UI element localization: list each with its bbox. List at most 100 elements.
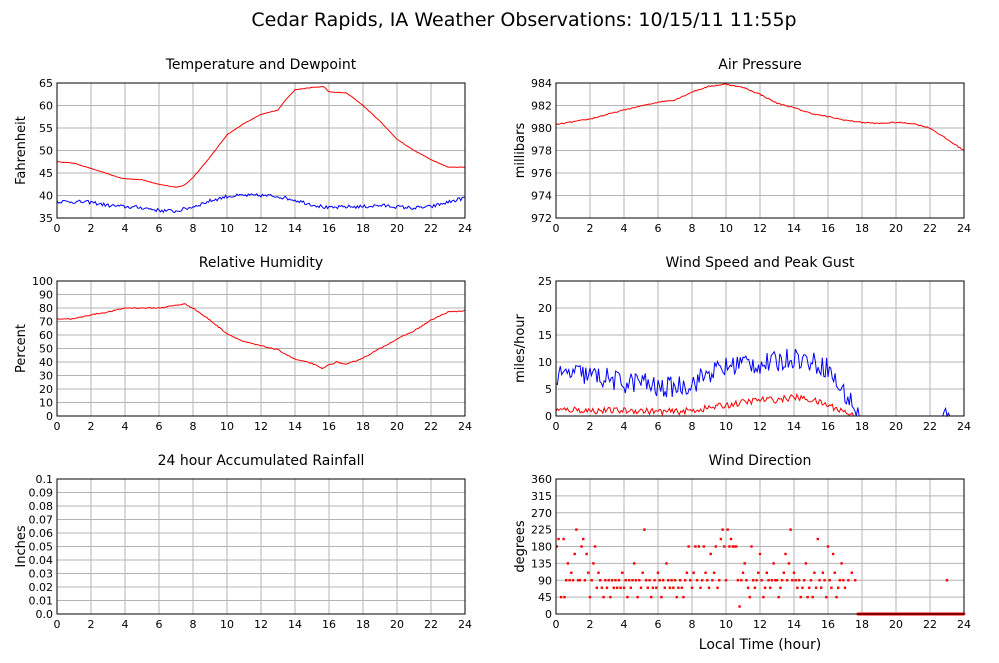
direction-point-167 <box>840 562 843 565</box>
direction-point-146 <box>804 562 808 565</box>
direction-ytick-label-2: 90 <box>538 574 552 587</box>
direction-point-172 <box>854 579 857 582</box>
direction-point-0 <box>555 545 559 548</box>
direction-point-144 <box>801 586 804 589</box>
direction-point-43 <box>629 586 632 589</box>
wind-xtick-label-7: 14 <box>787 420 801 433</box>
direction-point-23 <box>595 586 598 589</box>
direction-point-12 <box>576 579 580 582</box>
direction-point-136 <box>787 562 791 565</box>
pressure-xtick-label-2: 4 <box>621 222 628 235</box>
humidity-ytick-label-3: 30 <box>39 370 53 383</box>
direction-xtick-label-0: 0 <box>553 618 560 631</box>
direction-point-25 <box>599 579 602 582</box>
direction-point-99 <box>724 579 728 582</box>
temp-xtick-label-4: 8 <box>190 222 197 235</box>
temp-xtick-label-7: 14 <box>288 222 302 235</box>
direction-point-70 <box>675 595 678 599</box>
humidity-xtick-label-7: 14 <box>288 420 302 433</box>
direction-xtick-label-5: 10 <box>719 618 733 631</box>
temp-ytick-label-2: 45 <box>39 167 53 180</box>
direction-point-159 <box>826 545 830 548</box>
direction-point-111 <box>745 579 748 582</box>
humidity-xtick-label-4: 8 <box>190 420 197 433</box>
direction-point-166 <box>838 579 842 582</box>
direction-point-42 <box>627 579 631 582</box>
direction-point-120 <box>760 579 763 582</box>
pressure-frame <box>555 82 965 219</box>
direction-point-139 <box>792 571 796 574</box>
temp-xtick-label-8: 16 <box>322 222 336 235</box>
pressure-ytick-label-5: 982 <box>531 100 552 113</box>
wind-xtick-label-0: 0 <box>553 420 560 433</box>
direction-point-117 <box>755 579 758 582</box>
rain-ytick-label-6: 0.06 <box>29 527 54 540</box>
direction-point-165 <box>837 586 840 589</box>
humidity-xtick-label-2: 4 <box>122 420 129 433</box>
direction-point-22 <box>593 545 597 548</box>
direction-point-1 <box>557 537 560 541</box>
direction-point-46 <box>634 579 638 582</box>
direction-point-74 <box>682 595 685 599</box>
direction-point-194 <box>945 579 949 582</box>
direction-point-29 <box>605 586 609 589</box>
humidity-ytick-label-2: 20 <box>39 383 53 396</box>
direction-point-11 <box>575 528 578 531</box>
direction-point-155 <box>820 586 823 589</box>
direction-point-90 <box>709 552 712 556</box>
rain-xtick-label-10: 20 <box>390 618 404 631</box>
humidity-xtick-label-10: 20 <box>390 420 404 433</box>
x-axis-label: Local Time (hour) <box>699 637 821 653</box>
direction-point-118 <box>757 571 760 574</box>
humidity-ytick-label-0: 0 <box>46 410 53 423</box>
direction-point-61 <box>660 595 663 599</box>
direction-point-163 <box>833 571 836 574</box>
direction-point-161 <box>830 586 833 589</box>
rain-xtick-label-8: 16 <box>322 618 336 631</box>
direction-point-20 <box>590 579 593 582</box>
direction-point-123 <box>765 571 768 574</box>
direction-point-98 <box>723 545 726 548</box>
rain-ytick-label-1: 0.01 <box>29 595 54 608</box>
direction-xtick-label-12: 24 <box>957 618 971 631</box>
direction-point-95 <box>718 579 721 582</box>
direction-point-88 <box>706 579 709 582</box>
direction-ytick-label-4: 180 <box>531 541 552 554</box>
direction-point-21 <box>592 562 595 565</box>
wind-xtick-label-6: 12 <box>753 420 767 433</box>
direction-point-100 <box>726 528 729 531</box>
direction-point-44 <box>631 579 634 582</box>
direction-point-54 <box>648 579 651 582</box>
direction-point-78 <box>689 579 692 582</box>
direction-point-151 <box>813 571 816 574</box>
direction-point-18 <box>587 571 590 574</box>
direction-point-170 <box>847 579 850 582</box>
direction-point-63 <box>663 586 666 589</box>
direction-chart: 0 2 4 6 8 10 12 14 16 18 20 22 240459013518022527031… <box>513 453 971 631</box>
rain-xtick-label-6: 12 <box>254 618 268 631</box>
direction-point-79 <box>690 586 694 589</box>
humidity-xtick-label-0: 0 <box>54 420 61 433</box>
direction-xtick-label-11: 22 <box>923 618 937 631</box>
humidity-title: Relative Humidity <box>199 255 323 271</box>
direction-point-141 <box>796 586 799 589</box>
direction-point-45 <box>633 562 636 565</box>
direction-ytick-label-3: 135 <box>531 557 552 570</box>
direction-point-89 <box>707 586 711 589</box>
wind-ytick-label-0: 0 <box>545 410 552 423</box>
direction-point-36 <box>617 579 621 582</box>
temp-xtick-label-5: 10 <box>220 222 234 235</box>
rain-xtick-label-9: 18 <box>356 618 370 631</box>
direction-point-31 <box>609 595 612 599</box>
pressure-ytick-label-2: 976 <box>531 167 552 180</box>
direction-point-80 <box>692 571 695 574</box>
pressure-xtick-label-9: 18 <box>855 222 869 235</box>
direction-point-9 <box>571 579 575 582</box>
direction-xtick-label-10: 20 <box>889 618 903 631</box>
direction-point-113 <box>748 595 751 599</box>
wind-ytick-label-3: 15 <box>538 329 552 342</box>
direction-ytick-label-0: 0 <box>545 608 552 621</box>
direction-point-126 <box>770 579 774 582</box>
direction-ylabel: degrees <box>513 520 528 573</box>
humidity-ylabel: Percent <box>14 324 29 373</box>
